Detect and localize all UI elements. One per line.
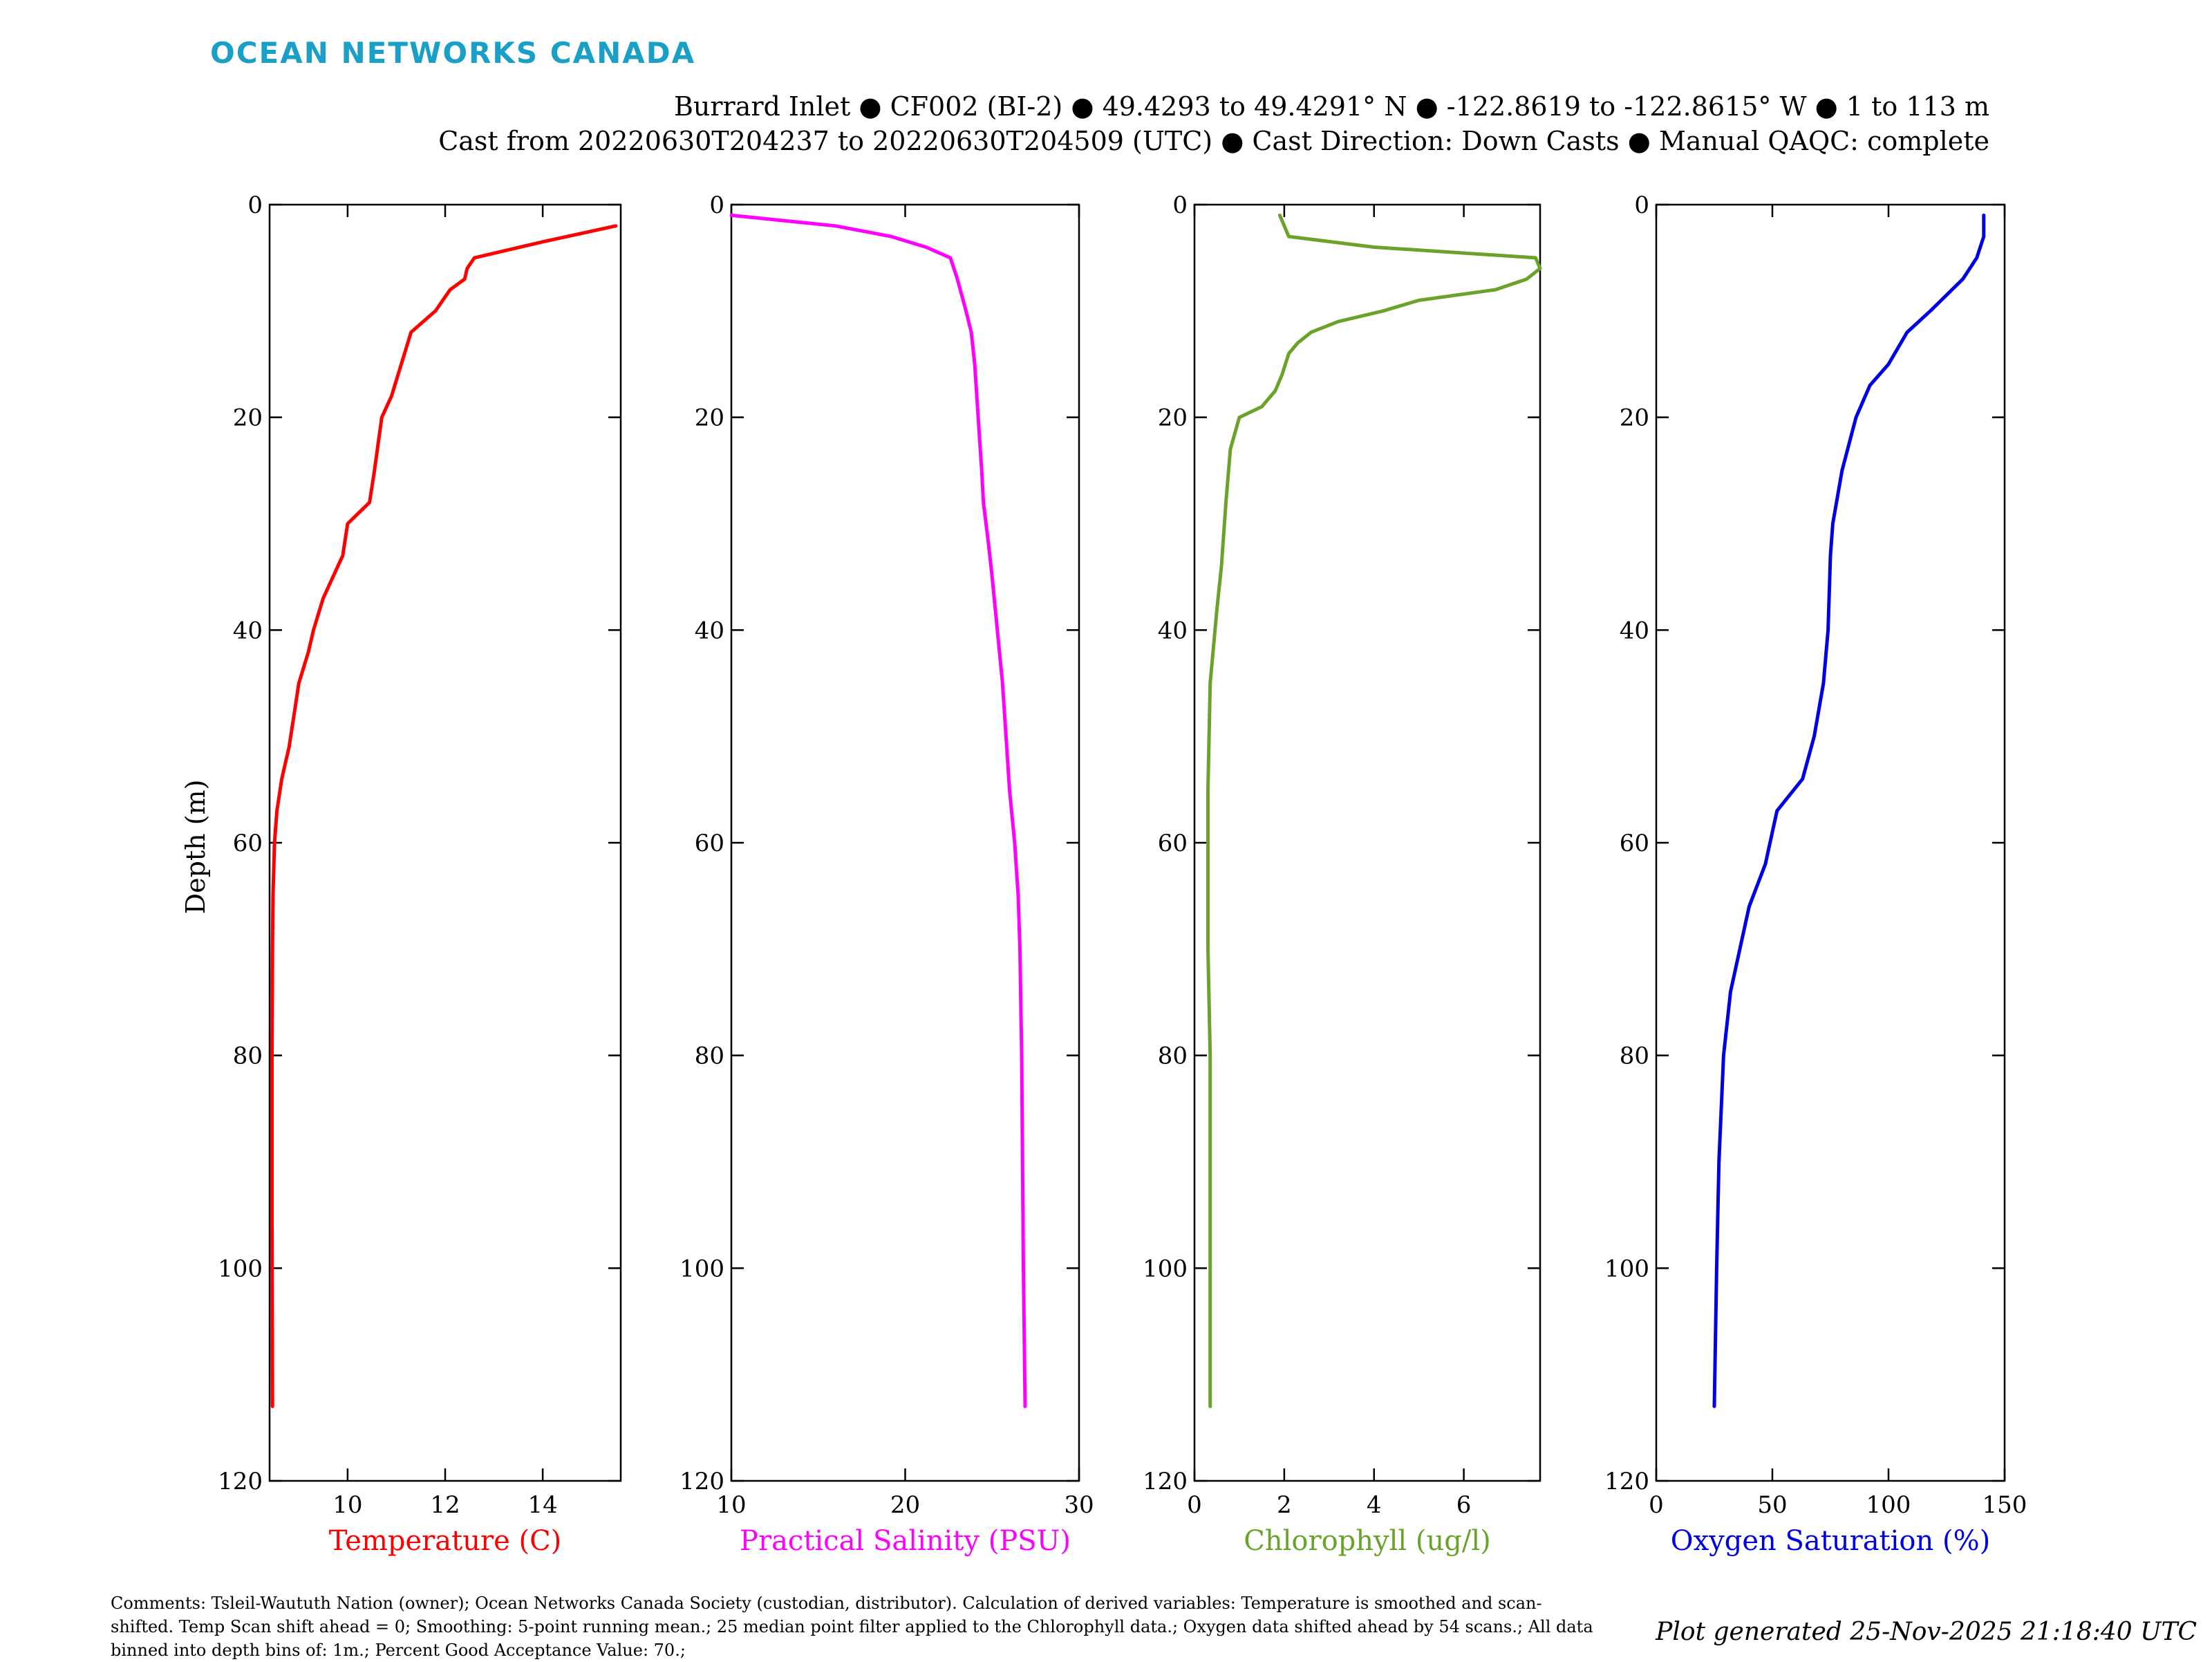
x-tick-label: 20 [890,1491,920,1519]
y-tick-label: 100 [218,1255,263,1282]
y-tick-label: 80 [1620,1043,1649,1070]
x-tick-label: 10 [332,1491,362,1519]
plot-title-line-1: Burrard Inlet ● CF002 (BI-2) ● 49.4293 t… [673,91,1989,122]
y-tick-label: 60 [695,830,724,857]
y-tick-label: 0 [1172,192,1188,219]
y-tick-label: 100 [679,1255,724,1282]
y-tick-label: 0 [247,192,263,219]
y-tick-label: 120 [218,1468,263,1495]
y-tick-label: 120 [679,1468,724,1495]
y-tick-label: 0 [1634,192,1649,219]
y-tick-label: 80 [1158,1043,1188,1070]
x-tick-label: 100 [1866,1491,1911,1519]
y-tick-label: 60 [1158,830,1188,857]
y-tick-label: 120 [1143,1468,1188,1495]
profile-line [1712,213,1986,1408]
y-tick-label: 40 [1620,617,1649,644]
x-tick-label: 50 [1757,1491,1787,1519]
x-axis-label: Chlorophyll (ug/l) [1244,1525,1491,1557]
x-tick-label: 6 [1456,1491,1472,1519]
x-tick-label: 14 [527,1491,557,1519]
axes-frame [730,203,1080,1482]
y-tick-label: 20 [1158,404,1188,432]
ocean-networks-canada-logo: OCEAN NETWORKS CANADA [210,36,696,70]
x-axis-label: Practical Salinity (PSU) [740,1525,1071,1557]
y-tick-label: 100 [1143,1255,1188,1282]
axes-frame [1655,203,2006,1482]
x-axis-label: Oxygen Saturation (%) [1671,1525,1990,1557]
y-tick-label: 120 [1604,1468,1649,1495]
x-tick-label: 12 [430,1491,460,1519]
x-axis-label: Temperature (C) [329,1525,562,1557]
y-tick-label: 40 [233,617,263,644]
x-tick-label: 2 [1277,1491,1292,1519]
x-tick-label: 0 [1649,1491,1664,1519]
x-tick-label: 30 [1064,1491,1094,1519]
y-tick-label: 80 [233,1043,263,1070]
plot-title-line-2: Cast from 20220630T204237 to 20220630T20… [438,126,1989,156]
y-tick-label: 20 [1620,404,1649,432]
profile-line [270,224,618,1408]
y-tick-label: 0 [709,192,724,219]
y-tick-label: 20 [695,404,724,432]
comments-footer: Comments: Tsleil-Waututh Nation (owner);… [111,1594,1593,1660]
plot-generated-timestamp: Plot generated 25-Nov-2025 21:18:40 UTC [1656,1618,2197,1646]
y-tick-label: 40 [1158,617,1188,644]
y-tick-label: 100 [1604,1255,1649,1282]
axes-frame [1193,203,1541,1482]
x-tick-label: 4 [1367,1491,1382,1519]
y-tick-label: 40 [695,617,724,644]
x-tick-label: 10 [716,1491,746,1519]
x-tick-label: 150 [1983,1491,2027,1519]
y-axis-label: Depth (m) [180,780,211,915]
y-tick-label: 60 [233,830,263,857]
y-tick-label: 20 [233,404,263,432]
y-tick-label: 60 [1620,830,1649,857]
y-tick-label: 80 [695,1043,724,1070]
axes-frame [268,203,622,1482]
profile-line [1206,213,1542,1408]
profile-line [729,213,1027,1408]
x-tick-label: 0 [1187,1491,1202,1519]
temperature-panel: 0 20 40 60 80 100 120 10 12 14 Temperature (C) [218,192,622,1557]
